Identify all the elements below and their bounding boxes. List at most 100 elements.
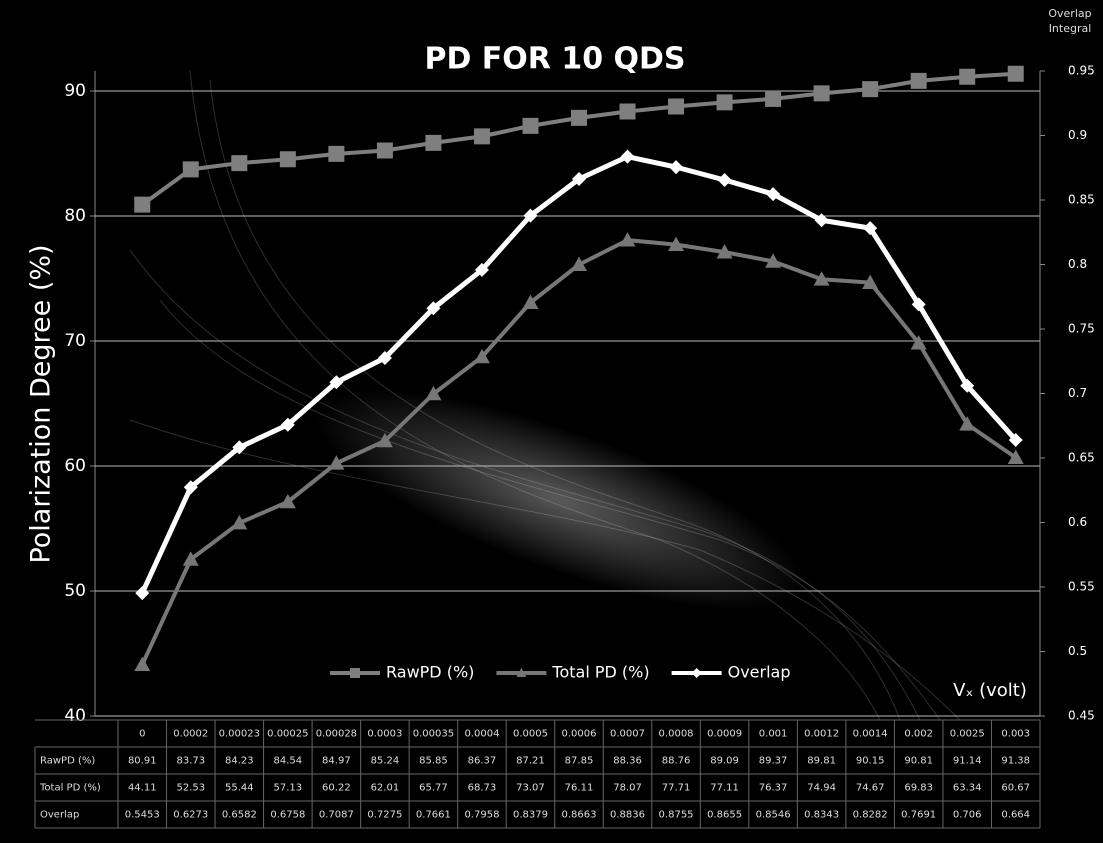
x-tick-label: 0.0025 xyxy=(950,729,985,740)
x-tick-label: 0.0009 xyxy=(707,729,742,740)
data-point xyxy=(571,109,587,126)
data-point xyxy=(1008,432,1023,447)
data-point xyxy=(328,455,345,470)
data-point xyxy=(232,440,247,455)
y2-tick-label: 0.5 xyxy=(1068,644,1087,658)
data-point xyxy=(279,493,296,509)
data-point xyxy=(960,378,975,393)
data-point xyxy=(814,213,829,228)
table-cell: 85.85 xyxy=(419,756,448,767)
x-tick-label: 0.00035 xyxy=(413,729,454,740)
y2-tick-label: 0.85 xyxy=(1068,193,1095,207)
table-cell: 83.73 xyxy=(176,756,205,767)
data-point xyxy=(329,375,344,390)
data-point xyxy=(231,155,248,172)
table-cell: 77.11 xyxy=(710,783,739,794)
x-tick-label: 0.0014 xyxy=(853,729,888,740)
table-cell: 78.07 xyxy=(613,783,642,794)
y-tick-label: 90 xyxy=(64,81,86,101)
x-tick-label: 0.0002 xyxy=(173,729,208,740)
table-cell: 0.6758 xyxy=(270,810,305,821)
table-cell: 91.38 xyxy=(1001,756,1030,767)
legend-marker xyxy=(691,668,702,678)
data-point xyxy=(522,117,539,134)
data-point xyxy=(134,196,151,213)
series xyxy=(134,232,1024,672)
table-cell: 0.5453 xyxy=(125,810,160,821)
table-cell: 0.8663 xyxy=(562,810,597,821)
data-point xyxy=(328,145,345,162)
data-point xyxy=(425,385,442,401)
table-cell: 60.22 xyxy=(322,783,351,794)
table-cell: 89.81 xyxy=(807,756,836,767)
table-cell: 68.73 xyxy=(468,783,497,794)
data-point xyxy=(426,301,441,316)
legend-label: Overlap xyxy=(728,663,791,682)
x-tick-label: 0.0012 xyxy=(804,729,839,740)
table-cell: 80.91 xyxy=(128,756,157,767)
y-tick-label: 70 xyxy=(64,331,86,351)
x-tick-label: 0.0005 xyxy=(513,729,548,740)
x-tick-label: 0.0007 xyxy=(610,729,645,740)
data-point xyxy=(765,253,782,268)
y2-tick-label: 0.95 xyxy=(1068,64,1095,78)
x-tick-label: 0.00028 xyxy=(316,729,357,740)
y2-axis-label-box: Overlap Integral xyxy=(1048,7,1091,35)
data-point xyxy=(910,72,927,89)
data-point xyxy=(523,208,538,223)
y2-tick-label: 0.55 xyxy=(1068,580,1095,594)
table-cell: 0.7958 xyxy=(464,810,499,821)
data-point xyxy=(911,297,926,312)
legend-label: Total PD (%) xyxy=(551,663,649,682)
table-cell: 62.01 xyxy=(371,783,400,794)
table-cell: 0.8755 xyxy=(659,810,694,821)
data-point xyxy=(182,551,199,566)
data-point xyxy=(182,161,199,178)
series xyxy=(135,149,1023,601)
decoration xyxy=(129,69,961,721)
table-cell: 44.11 xyxy=(128,783,157,794)
data-point xyxy=(376,432,393,448)
data-point xyxy=(716,244,733,259)
data-point xyxy=(473,128,490,145)
data-point xyxy=(280,417,295,432)
table-row-header: Overlap xyxy=(40,810,79,821)
data-point xyxy=(813,271,830,286)
data-point xyxy=(522,294,539,310)
table-row-header: RawPD (%) xyxy=(40,756,95,767)
data-point xyxy=(376,142,393,159)
table-cell: 0.8546 xyxy=(756,810,791,821)
legend-label: RawPD (%) xyxy=(386,663,474,682)
data-point xyxy=(668,236,685,252)
y-tick-label: 40 xyxy=(64,706,86,726)
table-cell: 0.7275 xyxy=(367,810,402,821)
table-cell: 0.8655 xyxy=(707,810,742,821)
table-cell: 0.7661 xyxy=(416,810,451,821)
table-cell: 84.23 xyxy=(225,756,254,767)
table-cell: 0.8379 xyxy=(513,810,548,821)
table-cell: 63.34 xyxy=(953,783,982,794)
table-cell: 87.85 xyxy=(565,756,594,767)
table-cell: 0.7691 xyxy=(901,810,936,821)
data-point xyxy=(572,171,586,186)
table-cell: 69.83 xyxy=(904,783,933,794)
table-cell: 0.8343 xyxy=(804,810,839,821)
data-point xyxy=(1007,65,1024,82)
table-cell: 89.37 xyxy=(759,756,788,767)
data-table: 0 0.0002 0.00023 0.00025 0.00028 0.0003 0.0003… xyxy=(34,719,1041,829)
data-point xyxy=(620,149,635,164)
table-cell: 87.21 xyxy=(516,756,545,767)
y-tick-label: 60 xyxy=(64,456,86,476)
data-point xyxy=(473,348,490,364)
table-cell: 0.6582 xyxy=(222,810,257,821)
legend-marker xyxy=(516,668,527,677)
table-cell: 0.8836 xyxy=(610,810,645,821)
data-point xyxy=(959,416,976,431)
x-tick-label: 0.001 xyxy=(759,729,788,740)
table-cell: 73.07 xyxy=(516,783,545,794)
table-cell: 0.7087 xyxy=(319,810,354,821)
table-cell: 88.36 xyxy=(613,756,642,767)
x-tick-label: 0 xyxy=(139,729,145,740)
